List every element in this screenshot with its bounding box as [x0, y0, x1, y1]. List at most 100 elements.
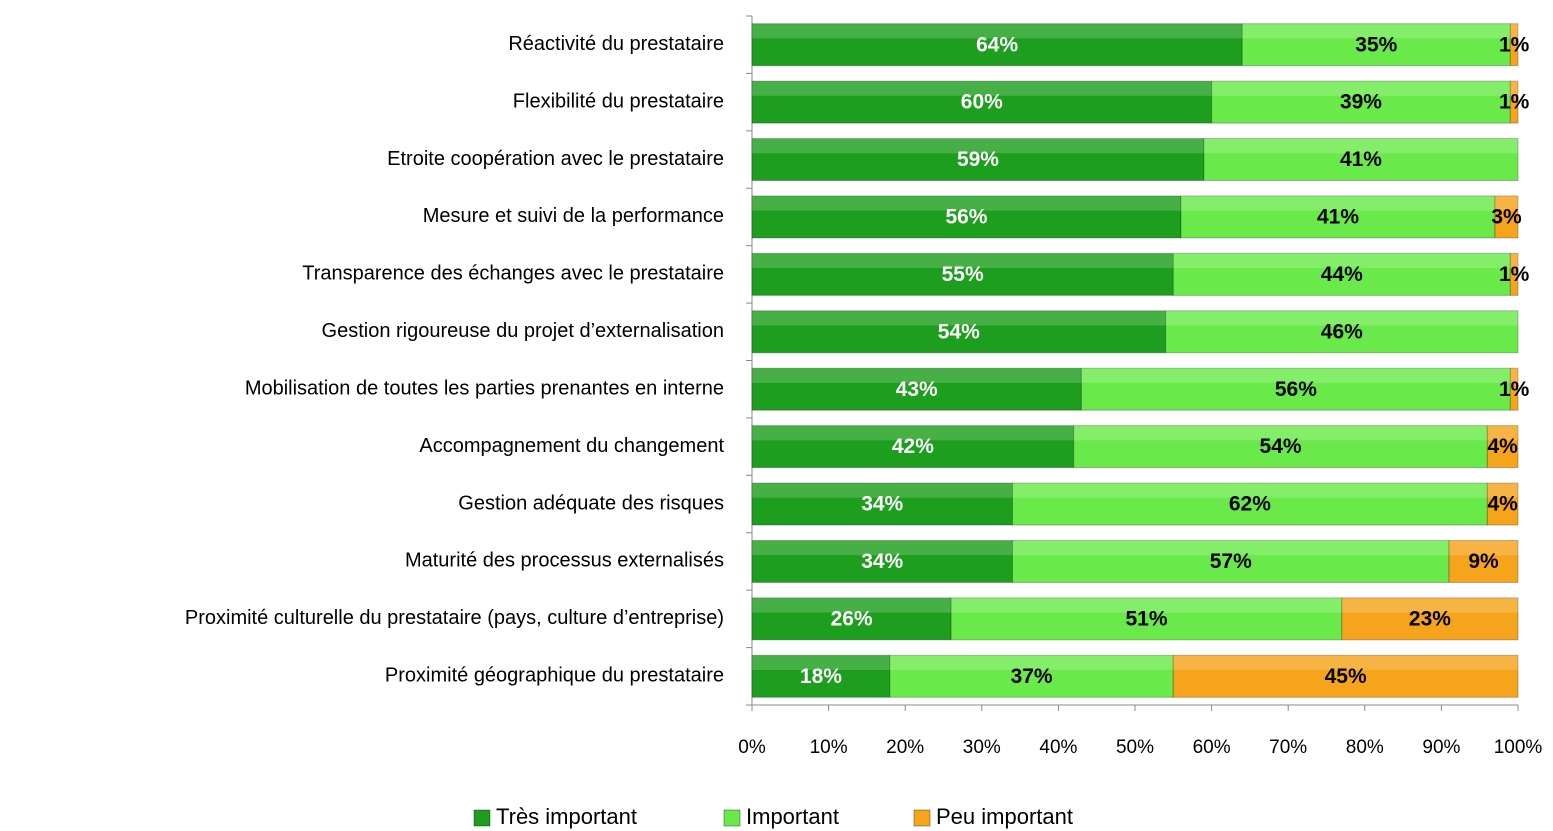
bar-segment [751, 195, 1182, 239]
value-label: 64% [976, 33, 1018, 56]
value-label: 1% [1499, 91, 1530, 114]
value-label: 56% [1275, 378, 1317, 401]
bar-highlight [752, 368, 1082, 383]
bar-highlight [1487, 425, 1518, 441]
value-label: 4% [1488, 435, 1519, 458]
x-tick-label: 60% [1193, 737, 1231, 758]
bar-highlight [1165, 310, 1518, 326]
value-label: 56% [945, 206, 987, 229]
value-label: 45% [1325, 665, 1367, 688]
bar-highlight [1173, 253, 1511, 269]
bar-segment [751, 482, 1013, 526]
bar-highlight [1510, 253, 1518, 269]
bar-highlight [1073, 425, 1488, 441]
value-label: 34% [861, 550, 903, 573]
value-label: 1% [1499, 33, 1530, 56]
bar-segment [1073, 425, 1488, 469]
category-label: Etroite coopération avec le prestataire [387, 148, 724, 170]
bar-highlight [752, 425, 1074, 441]
bar-highlight [1487, 483, 1518, 498]
x-tick-label: 30% [963, 737, 1001, 758]
bar-segment [1509, 80, 1519, 124]
value-label: 37% [1011, 665, 1053, 688]
bar-segment [751, 23, 1243, 67]
x-tick-label: 80% [1346, 737, 1384, 758]
bar-segment [1509, 367, 1519, 411]
bar-highlight [1495, 195, 1518, 211]
bar-segment [751, 310, 1167, 354]
bar-segment [1494, 195, 1519, 239]
bar-highlight [1242, 23, 1511, 39]
bar-highlight [752, 310, 1166, 326]
bar-segment [1011, 482, 1488, 526]
category-label: Transparence des échanges avec le presta… [302, 263, 724, 285]
value-label: 59% [957, 148, 999, 171]
bar-highlight [951, 597, 1342, 613]
bar-highlight [752, 23, 1243, 39]
value-label: 18% [800, 665, 842, 688]
value-label: 51% [1125, 607, 1167, 630]
value-label: 34% [861, 493, 903, 516]
bar-highlight [1173, 655, 1518, 670]
value-label: 9% [1468, 550, 1499, 573]
legend-label: Important [746, 804, 839, 829]
x-tick-label: 10% [810, 737, 848, 758]
bar-segment [1180, 195, 1496, 239]
legend-swatch [913, 809, 931, 827]
bar-highlight [752, 597, 952, 613]
bar-segment [751, 425, 1075, 469]
value-label: 46% [1321, 320, 1363, 343]
category-label: Accompagnement du changement [419, 435, 724, 457]
bar-highlight [752, 253, 1174, 269]
category-label: Proximité culturelle du prestataire (pay… [185, 607, 724, 629]
bar-highlight [1510, 23, 1518, 39]
value-label: 39% [1340, 91, 1382, 114]
x-tick-label: 20% [886, 737, 924, 758]
bar-highlight [1510, 368, 1518, 383]
bar-segment [751, 539, 1013, 583]
value-label: 62% [1229, 493, 1271, 516]
bar-highlight [752, 138, 1204, 154]
bar-highlight [1012, 483, 1488, 498]
bar-segment [1341, 597, 1519, 641]
value-label: 23% [1409, 607, 1451, 630]
x-tick-label: 70% [1269, 737, 1307, 758]
bar-segment [1172, 252, 1511, 296]
bar-segment [1165, 310, 1519, 354]
bar-highlight [1341, 597, 1518, 613]
value-label: 54% [1260, 435, 1302, 458]
bar-highlight [889, 655, 1174, 670]
bar-highlight [1081, 368, 1511, 383]
category-label: Flexibilité du prestataire [513, 90, 724, 112]
category-label: Mesure et suivi de la performance [423, 205, 724, 227]
legend-swatch [723, 809, 741, 827]
bar-segment [751, 138, 1205, 182]
category-label: Maturité des processus externalisés [405, 550, 724, 572]
bar-segment [751, 654, 891, 698]
bar-highlight [1449, 540, 1518, 556]
x-tick-label: 100% [1494, 737, 1543, 758]
bar-segment [1172, 654, 1519, 698]
category-label: Réactivité du prestataire [508, 33, 724, 55]
value-label: 1% [1499, 263, 1530, 286]
bar-segment [751, 367, 1082, 411]
value-label: 60% [961, 91, 1003, 114]
bar-segment [751, 252, 1174, 296]
value-label: 35% [1355, 33, 1397, 56]
value-label: 55% [942, 263, 984, 286]
value-label: 57% [1210, 550, 1252, 573]
bar-segment [950, 597, 1343, 641]
bar-highlight [1012, 540, 1450, 556]
category-label: Mobilisation de toutes les parties prena… [245, 377, 724, 399]
bar-highlight [1180, 195, 1496, 211]
category-label: Gestion rigoureuse du projet d’externali… [322, 320, 724, 342]
bar-segment [1486, 482, 1519, 526]
bar-segment [1448, 539, 1519, 583]
bar-highlight [752, 81, 1212, 96]
bar-segment [1011, 539, 1450, 583]
x-tick-label: 50% [1116, 737, 1154, 758]
value-label: 44% [1321, 263, 1363, 286]
legend-label: Très important [496, 804, 637, 829]
bar-highlight [752, 655, 890, 670]
bar-segment [1486, 425, 1519, 469]
